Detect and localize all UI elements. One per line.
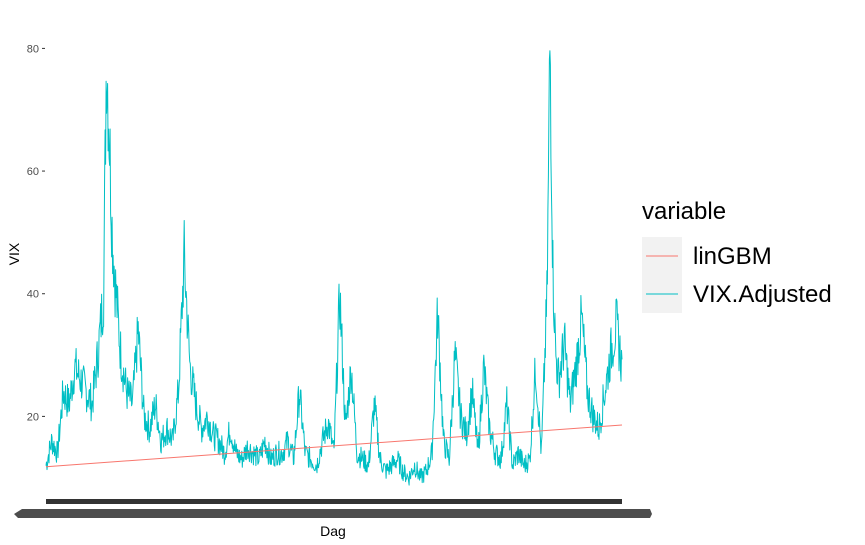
y-tick-label: 60 <box>27 166 39 178</box>
series-layer <box>45 50 623 486</box>
legend-item-lingbm: linGBM <box>642 237 772 275</box>
y-axis-ticks: 20 40 60 80 <box>27 43 45 423</box>
legend-title: variable <box>642 198 726 225</box>
x-axis-tick-labels <box>14 509 652 518</box>
series-line-vix-adjusted <box>45 50 623 486</box>
y-axis-title: VIX <box>6 242 22 265</box>
series-line-lingbm <box>45 424 623 468</box>
legend-label-lingbm: linGBM <box>693 243 772 270</box>
legend-item-vix-adjusted: VIX.Adjusted <box>642 275 832 313</box>
y-tick-label: 80 <box>27 43 39 55</box>
legend-label-vix-adjusted: VIX.Adjusted <box>693 281 832 308</box>
x-axis-title: Dag <box>320 523 346 539</box>
legend: variable linGBM VIX.Adjusted <box>642 198 832 313</box>
y-tick-label: 20 <box>27 411 39 423</box>
x-axis <box>14 499 652 518</box>
y-tick-label: 40 <box>27 289 39 301</box>
x-axis-tick-marks <box>46 499 622 504</box>
